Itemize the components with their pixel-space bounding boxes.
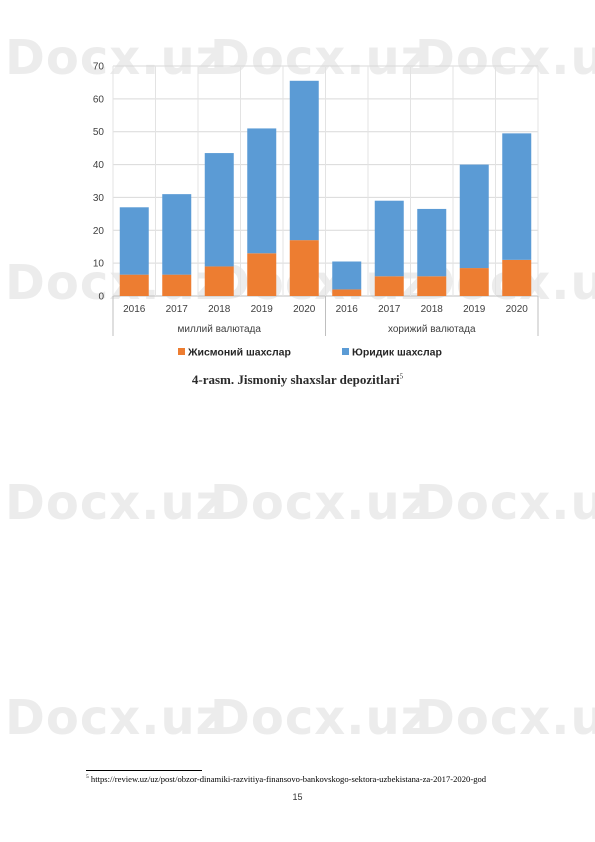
bar-segment-jismoniy — [162, 274, 192, 296]
x-tick-label: 2017 — [166, 304, 189, 315]
legend-swatch — [178, 348, 185, 355]
y-tick-label: 30 — [93, 193, 105, 204]
bar-segment-jismoniy — [332, 289, 362, 296]
caption-footnote-ref: 5 — [399, 372, 404, 381]
footnote-link[interactable]: https://review.uz/uz/post/obzor-dinamiki… — [88, 774, 487, 784]
bar-segment-jismoniy — [417, 276, 447, 296]
group-label: миллий валютада — [178, 324, 262, 335]
bar-segment-jismoniy — [247, 253, 277, 296]
stacked-bar-chart: 0 10 20 30 40 50 60 70 2016 2017 2018 2019 2020 2016 2… — [93, 62, 539, 359]
x-tick-label: 2018 — [208, 304, 231, 315]
bar-segment-jismoniy — [459, 268, 489, 296]
y-tick-label: 0 — [98, 292, 104, 303]
bar-segment-jismoniy — [502, 259, 532, 296]
bar-segment-jismoniy — [289, 240, 319, 296]
bar-segment-yuridik — [502, 133, 532, 260]
bar-segment-yuridik — [417, 208, 447, 277]
figure-caption: 4-rasm. Jismoniy shaxslar depozitlari5 — [0, 372, 595, 388]
legend-label: Жисмоний шахслар — [187, 347, 291, 359]
bar-segment-jismoniy — [119, 274, 149, 296]
legend-label: Юридик шахслар — [352, 347, 442, 359]
watermark-text: Docx.uz — [5, 475, 225, 531]
y-tick-label: 40 — [93, 160, 105, 171]
bar-segment-jismoniy — [204, 266, 234, 296]
x-tick-label: 2019 — [463, 304, 486, 315]
watermark-text: Docx.uz — [5, 690, 225, 746]
x-tick-label: 2019 — [251, 304, 274, 315]
watermark-text: Docx.uz — [210, 475, 430, 531]
footnote-ref: 5 — [86, 774, 89, 781]
bar-segment-yuridik — [374, 200, 404, 277]
x-tick-label: 2016 — [123, 304, 146, 315]
x-tick-label: 2016 — [336, 304, 359, 315]
y-tick-label: 10 — [93, 259, 105, 270]
group-label: хорижий валютада — [388, 324, 476, 335]
watermark-text: Docx.uz — [415, 690, 595, 746]
page-number: 15 — [292, 792, 303, 802]
watermark-text: Docx.uz — [415, 475, 595, 531]
x-tick-label: 2020 — [293, 304, 316, 315]
y-tick-label: 20 — [93, 226, 105, 237]
x-tick-label: 2020 — [506, 304, 529, 315]
bar-segment-yuridik — [459, 164, 489, 269]
caption-text: 4-rasm. Jismoniy shaxslar depozitlari — [191, 372, 400, 387]
x-tick-label: 2017 — [378, 304, 401, 315]
footnote: 5 https://review.uz/uz/post/obzor-dinami… — [86, 774, 486, 784]
bar-segment-jismoniy — [374, 276, 404, 296]
bar-segment-yuridik — [247, 128, 277, 254]
bar-segment-yuridik — [204, 153, 234, 267]
bar-segment-yuridik — [332, 261, 362, 290]
bar-segment-yuridik — [162, 194, 192, 275]
y-tick-label: 70 — [93, 62, 105, 73]
y-tick-label: 50 — [93, 127, 105, 138]
legend-swatch — [342, 348, 349, 355]
footnote-separator — [86, 770, 202, 771]
y-tick-label: 60 — [93, 94, 105, 105]
x-tick-label: 2018 — [421, 304, 444, 315]
bar-segment-yuridik — [119, 207, 149, 275]
watermark-text: Docx.uz — [210, 690, 430, 746]
bar-segment-yuridik — [289, 80, 319, 241]
